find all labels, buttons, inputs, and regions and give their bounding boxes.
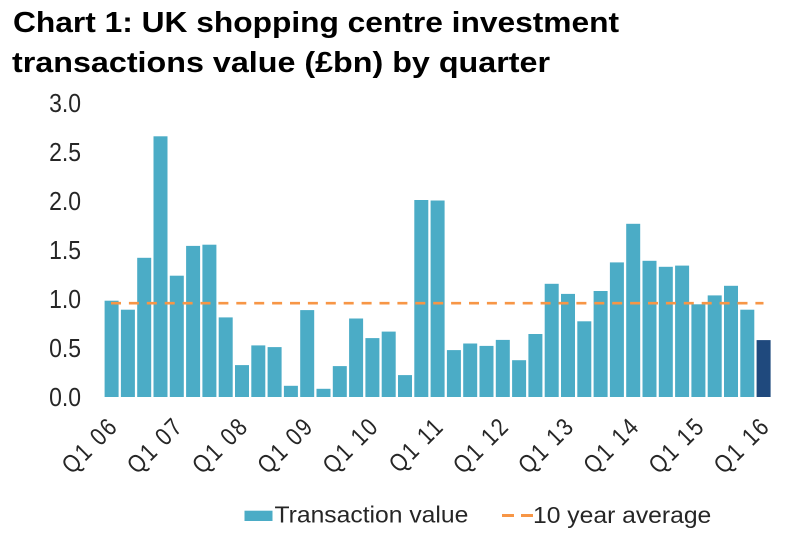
svg-text:transactions value (£bn) by qu: transactions value (£bn) by quarter: [12, 46, 550, 79]
svg-text:Transaction value: Transaction value: [275, 502, 469, 528]
svg-text:2.0: 2.0: [49, 188, 81, 216]
svg-text:Chart 1: UK shopping centre in: Chart 1: UK shopping centre investment: [13, 6, 619, 38]
svg-text:0.0: 0.0: [49, 384, 81, 412]
svg-text:2.5: 2.5: [49, 139, 81, 167]
svg-text:1.0: 1.0: [49, 286, 81, 314]
svg-text:1.5: 1.5: [49, 237, 81, 265]
svg-text:3.0: 3.0: [49, 90, 81, 118]
svg-text:10 year average: 10 year average: [533, 503, 711, 529]
svg-text:0.5: 0.5: [49, 335, 81, 363]
